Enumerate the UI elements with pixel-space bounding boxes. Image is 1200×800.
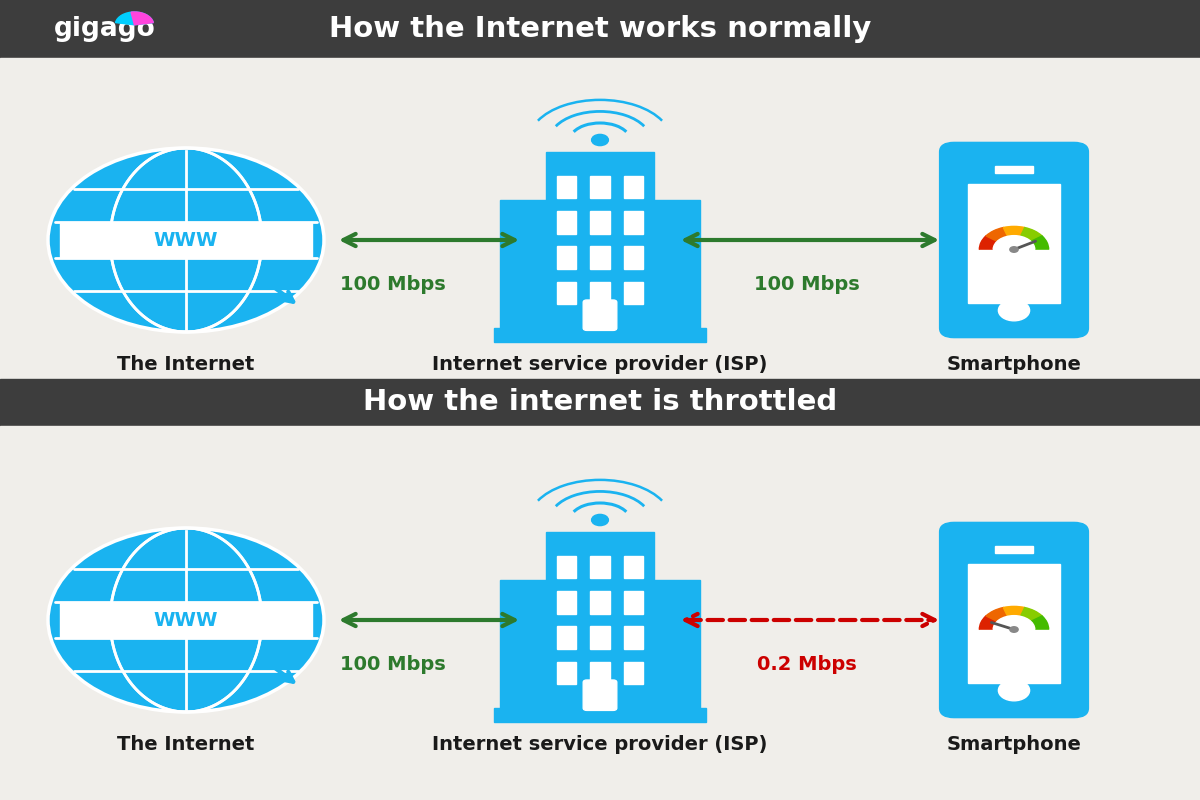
Bar (624, 246, 643, 269)
Bar (546, 532, 654, 708)
Bar (590, 282, 610, 304)
Bar (979, 630, 1049, 633)
Text: WWW: WWW (154, 230, 218, 250)
Bar (557, 211, 576, 234)
Bar (590, 591, 610, 614)
Bar (557, 662, 576, 684)
Wedge shape (979, 616, 1014, 630)
Bar (654, 580, 700, 708)
Bar (60, 223, 312, 257)
Wedge shape (1014, 616, 1049, 630)
Bar (557, 246, 576, 269)
Bar (0, 58, 1200, 379)
Bar (557, 626, 576, 649)
Bar (624, 211, 643, 234)
Bar (0, 379, 1200, 426)
Bar (624, 176, 643, 198)
Bar (979, 250, 1049, 253)
Bar (557, 591, 576, 614)
Wedge shape (1014, 236, 1049, 250)
Bar (968, 564, 1060, 683)
Circle shape (998, 300, 1030, 321)
Bar (968, 184, 1060, 303)
Bar (590, 662, 610, 684)
Bar (590, 556, 610, 578)
Text: gigago: gigago (54, 16, 156, 42)
Bar (624, 591, 643, 614)
Bar (494, 328, 706, 342)
Text: 100 Mbps: 100 Mbps (340, 274, 446, 294)
Circle shape (1010, 626, 1018, 632)
Bar (557, 282, 576, 304)
Bar (624, 556, 643, 578)
FancyBboxPatch shape (940, 522, 1088, 718)
Circle shape (1010, 246, 1018, 252)
Text: Smartphone: Smartphone (947, 354, 1081, 374)
Wedge shape (986, 607, 1014, 630)
Wedge shape (131, 12, 154, 25)
Bar (60, 603, 312, 637)
Bar (590, 176, 610, 198)
Text: The Internet: The Internet (118, 354, 254, 374)
Circle shape (592, 134, 608, 146)
Bar (0, 426, 1200, 800)
FancyBboxPatch shape (940, 142, 1088, 338)
Bar (995, 546, 1033, 553)
Wedge shape (1014, 607, 1042, 630)
Bar (500, 580, 546, 708)
Circle shape (48, 148, 324, 332)
Bar (995, 166, 1033, 173)
Wedge shape (1003, 226, 1025, 250)
Circle shape (998, 680, 1030, 701)
Bar (654, 200, 700, 328)
Circle shape (48, 528, 324, 712)
FancyBboxPatch shape (583, 680, 617, 710)
Bar (590, 626, 610, 649)
FancyBboxPatch shape (583, 300, 617, 330)
Text: Smartphone: Smartphone (947, 734, 1081, 754)
Text: WWW: WWW (154, 610, 218, 630)
Bar (590, 246, 610, 269)
Text: 100 Mbps: 100 Mbps (754, 274, 860, 294)
Wedge shape (994, 236, 1034, 250)
Text: 100 Mbps: 100 Mbps (340, 654, 446, 674)
Wedge shape (115, 12, 154, 25)
Text: Internet service provider (ISP): Internet service provider (ISP) (432, 354, 768, 374)
Bar (624, 662, 643, 684)
Bar (557, 176, 576, 198)
Text: How the Internet works normally: How the Internet works normally (329, 15, 871, 43)
Wedge shape (979, 236, 1014, 250)
Wedge shape (994, 616, 1034, 630)
Wedge shape (1003, 606, 1025, 630)
Bar (0, 0, 1200, 58)
Wedge shape (1014, 227, 1042, 250)
Bar (557, 556, 576, 578)
Wedge shape (986, 227, 1014, 250)
Bar (494, 708, 706, 722)
Text: How the internet is throttled: How the internet is throttled (362, 388, 838, 416)
Bar (624, 282, 643, 304)
Text: 0.2 Mbps: 0.2 Mbps (757, 654, 857, 674)
Bar (546, 152, 654, 328)
Text: The Internet: The Internet (118, 734, 254, 754)
Circle shape (592, 514, 608, 526)
Text: Internet service provider (ISP): Internet service provider (ISP) (432, 734, 768, 754)
Bar (624, 626, 643, 649)
Bar (500, 200, 546, 328)
Bar (590, 211, 610, 234)
